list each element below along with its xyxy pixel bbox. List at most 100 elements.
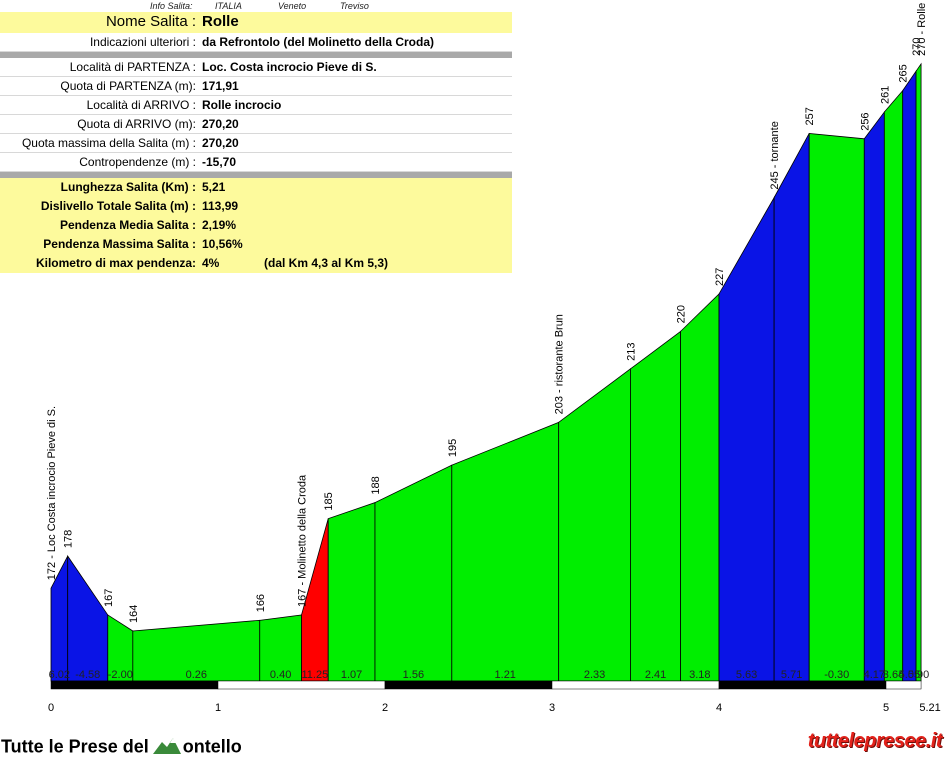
quota-arrivo-label: Quota di ARRIVO (m): xyxy=(77,117,196,131)
point-label-19: 270 - Rolle incrocio xyxy=(916,0,928,56)
segment-13 xyxy=(773,133,810,682)
lunghezza-label: Lunghezza Salita (Km) : xyxy=(60,180,196,194)
grade-label-13: 5.71 xyxy=(781,669,802,681)
info-header-label: Info Salita: xyxy=(150,1,193,11)
lunghezza-value: 5,21 xyxy=(202,180,226,194)
point-label-12: 227 xyxy=(714,268,726,286)
contropendenze-value: -15,70 xyxy=(202,155,237,169)
separator xyxy=(0,52,512,58)
axis-bar-segment-1 xyxy=(217,680,386,690)
localita-partenza-label: Località di PARTENZA : xyxy=(69,60,196,74)
axis-bar-segment-4 xyxy=(718,680,887,690)
separator xyxy=(0,172,512,178)
segment-9 xyxy=(558,368,631,682)
grade-labels-layer: 6.02 -4.58 -2.00 0.26 0.40 11.25 1.07 1.56 1.21 2… xyxy=(49,669,930,681)
point-label-15: 256 xyxy=(859,112,871,130)
localita-arrivo-value: Rolle incrocio xyxy=(202,98,282,112)
footer-website[interactable]: tuttelepresee.it xyxy=(807,730,943,752)
row-quota-massima: Quota massima della Salita (m) : 270,20 xyxy=(0,134,512,153)
grade-label-8: 1.21 xyxy=(495,669,516,681)
quota-massima-label: Quota massima della Salita (m) : xyxy=(21,136,196,150)
grade-label-0: 6.02 xyxy=(49,669,70,681)
info-header-region: Veneto xyxy=(278,1,307,11)
info-header-province: Treviso xyxy=(340,1,369,11)
segment-6 xyxy=(327,502,376,682)
segment-15 xyxy=(863,110,885,682)
quota-massima-value: 270,20 xyxy=(202,136,239,150)
x-tick-label-6: 5.21 xyxy=(919,702,940,714)
quota-partenza-value: 171,91 xyxy=(202,79,239,93)
grade-label-12: 5.63 xyxy=(736,669,757,681)
point-label-9: 203 - ristorante Brun xyxy=(554,314,566,414)
row-contropendenze: Contropendenze (m) : -15,70 xyxy=(0,153,512,172)
mountain-logo-icon xyxy=(152,734,182,761)
dislivello-label: Dislivello Totale Salita (m) : xyxy=(40,199,196,213)
info-table: Nome Salita : Rolle Indicazioni ulterior… xyxy=(0,12,512,273)
point-label-0: 172 - Loc Costa incrocio Pieve di S. xyxy=(46,406,58,580)
point-label-8: 195 xyxy=(447,439,459,457)
grade-label-3: 0.26 xyxy=(186,669,207,681)
row-quota-arrivo: Quota di ARRIVO (m): 270,20 xyxy=(0,115,512,134)
row-dislivello: Dislivello Totale Salita (m) : 113,99 xyxy=(0,197,512,216)
x-tick-label-3: 3 xyxy=(549,702,555,714)
grade-label-15: 4.17 xyxy=(864,669,885,681)
km-max-label: Kilometro di max pendenza: xyxy=(35,256,196,270)
info-header: Info Salita: ITALIA Veneto Treviso xyxy=(0,0,512,12)
point-label-10: 213 xyxy=(625,342,637,360)
x-tick-label-1: 1 xyxy=(215,702,221,714)
row-pendenza-media: Pendenza Media Salita : 2,19% xyxy=(0,216,512,235)
contropendenze-label: Contropendenze (m) : xyxy=(79,155,196,169)
axis-bar-segment-0 xyxy=(50,680,219,690)
pendenza-massima-label: Pendenza Massima Salita : xyxy=(43,237,196,251)
x-tick-label-2: 2 xyxy=(382,702,388,714)
quota-partenza-label: Quota di PARTENZA (m): xyxy=(60,79,196,93)
pendenza-massima-value: 10,56% xyxy=(202,237,243,251)
row-localita-arrivo: Località di ARRIVO : Rolle incrocio xyxy=(0,96,512,115)
grade-label-17: 5.55 xyxy=(899,669,920,681)
point-label-11: 220 xyxy=(676,305,688,323)
row-km-max-pendenza: Kilometro di max pendenza: 4% (dal Km 4,… xyxy=(0,254,512,273)
point-label-1: 178 xyxy=(63,530,75,548)
grade-label-1: -4.58 xyxy=(75,669,100,681)
point-label-7: 188 xyxy=(370,476,382,494)
row-lunghezza: Lunghezza Salita (Km) : 5,21 xyxy=(0,178,512,197)
x-tick-label-0: 0 xyxy=(48,702,54,714)
grade-label-5: 11.25 xyxy=(302,669,329,681)
point-label-17: 265 xyxy=(898,64,910,82)
point-label-14: 257 xyxy=(804,107,816,125)
dislivello-value: 113,99 xyxy=(202,199,239,213)
indicazioni-label: Indicazioni ulteriori : xyxy=(89,35,196,49)
info-header-country: ITALIA xyxy=(215,1,242,11)
point-labels-layer: 172 - Loc Costa incrocio Pieve di S. 178 1… xyxy=(46,0,928,623)
grade-label-16: 3.64 xyxy=(883,669,904,681)
segment-18 xyxy=(915,62,922,682)
segment-1 xyxy=(67,554,109,682)
grade-label-7: 1.56 xyxy=(403,669,424,681)
grade-label-18: 0.90 xyxy=(908,669,929,681)
indicazioni-value: da Refrontolo (del Molinetto della Croda… xyxy=(202,35,434,49)
point-label-6: 185 xyxy=(323,492,335,510)
grade-label-14: -0.30 xyxy=(824,669,849,681)
axis-bar-segment-5 xyxy=(885,680,922,690)
point-label-5: 167 - Molinetto della Croda xyxy=(297,474,309,607)
grade-label-2: -2.00 xyxy=(108,669,133,681)
localita-arrivo-label: Località di ARRIVO : xyxy=(86,98,196,112)
footer-brand-suffix: ontello xyxy=(182,736,242,757)
grade-label-4: 0.40 xyxy=(270,669,291,681)
localita-partenza-value: Loc. Costa incrocio Pieve di S. xyxy=(202,60,377,74)
grade-label-9: 2.33 xyxy=(584,669,605,681)
segment-12 xyxy=(718,196,775,682)
row-pendenza-massima: Pendenza Massima Salita : 10,56% xyxy=(0,235,512,254)
segment-14 xyxy=(808,133,865,682)
row-nome-salita: Nome Salita : Rolle xyxy=(0,12,512,33)
segments-layer xyxy=(50,62,922,682)
point-label-13: 245 - tornante xyxy=(769,121,781,190)
grade-label-6: 1.07 xyxy=(341,669,362,681)
axis-bar-segment-2 xyxy=(384,680,553,690)
row-indicazioni: Indicazioni ulteriori : da Refrontolo (d… xyxy=(0,33,512,52)
pendenza-media-value: 2,19% xyxy=(202,218,237,232)
point-label-2: 167 xyxy=(103,589,115,607)
nome-value: Rolle xyxy=(202,13,239,30)
grade-label-11: 3.18 xyxy=(689,669,710,681)
x-tick-label-4: 4 xyxy=(716,702,722,714)
